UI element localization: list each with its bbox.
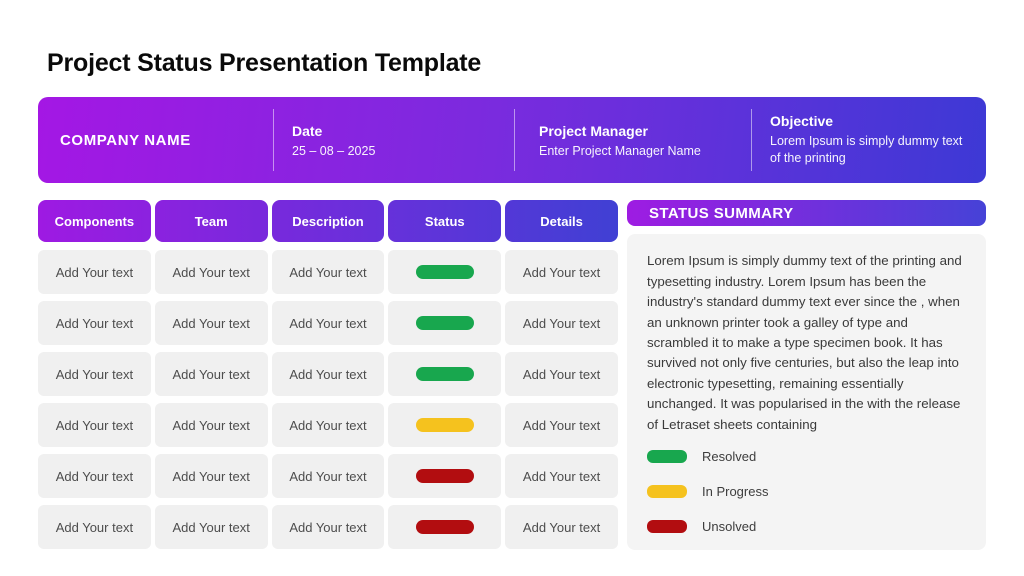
status-summary-text: Lorem Ipsum is simply dummy text of the …	[647, 253, 962, 432]
cell-team-placeholder[interactable]: Add Your text	[154, 403, 268, 447]
main-area: Components Team Description Status Detai…	[38, 200, 986, 550]
cell-team-placeholder[interactable]: Add Your text	[154, 301, 268, 345]
cell-components-placeholder[interactable]: Add Your text	[38, 505, 151, 549]
cell-details-placeholder[interactable]: Add Your text	[505, 505, 618, 549]
objective-section: Objective Lorem Ipsum is simply dummy te…	[752, 97, 986, 183]
divider	[514, 109, 515, 171]
table-row: Add Your text Add Your text Add Your tex…	[38, 301, 618, 345]
cell-team-placeholder[interactable]: Add Your text	[154, 454, 268, 498]
cell-status	[388, 352, 502, 396]
cell-status	[388, 454, 502, 498]
status-pill	[415, 418, 474, 432]
table-row: Add Your text Add Your text Add Your tex…	[38, 250, 618, 294]
table-row: Add Your text Add Your text Add Your tex…	[38, 403, 618, 447]
cell-team-placeholder[interactable]: Add Your text	[154, 352, 268, 396]
date-value[interactable]: 25 – 08 – 2025	[292, 143, 376, 158]
page-title: Project Status Presentation Template	[47, 49, 482, 77]
column-header-status: Status	[388, 200, 502, 242]
cell-details-placeholder[interactable]: Add Your text	[505, 301, 618, 345]
legend-label: In Progress	[702, 484, 769, 499]
cell-components-placeholder[interactable]: Add Your text	[38, 352, 151, 396]
cell-description-placeholder[interactable]: Add Your text	[271, 403, 385, 447]
status-summary-header: STATUS SUMMARY	[627, 200, 986, 227]
cell-details-placeholder[interactable]: Add Your text	[505, 454, 618, 498]
cell-components-placeholder[interactable]: Add Your text	[38, 403, 151, 447]
table-row: Add Your text Add Your text Add Your tex…	[38, 454, 618, 498]
status-pill	[415, 469, 474, 483]
objective-placeholder[interactable]: Lorem Ipsum is simply dummy text of the …	[770, 134, 963, 165]
legend-label: Resolved	[702, 449, 757, 464]
column-header-team: Team	[154, 200, 268, 242]
status-summary-title: STATUS SUMMARY	[649, 204, 794, 222]
cell-status	[388, 403, 502, 447]
table-body: Add Your text Add Your text Add Your tex…	[38, 250, 618, 549]
legend-swatch-unsolved	[647, 520, 687, 533]
date-section: Date 25 – 08 – 2025	[274, 97, 514, 183]
cell-components-placeholder[interactable]: Add Your text	[38, 301, 151, 345]
cell-description-placeholder[interactable]: Add Your text	[271, 301, 385, 345]
cell-description-placeholder[interactable]: Add Your text	[271, 250, 385, 294]
status-table: Components Team Description Status Detai…	[38, 200, 618, 550]
status-summary-panel: STATUS SUMMARY Lorem Ipsum is simply dum…	[627, 200, 986, 550]
status-legend: Resolved In Progress Unsolved	[647, 449, 966, 534]
divider	[273, 109, 274, 171]
legend-label: Unsolved	[702, 519, 757, 534]
company-name-placeholder[interactable]: COMPANY NAME	[60, 131, 191, 149]
info-bar: COMPANY NAME Date 25 – 08 – 2025 Project…	[38, 97, 986, 183]
legend-item: Resolved	[647, 449, 966, 464]
status-pill	[415, 265, 474, 279]
cell-components-placeholder[interactable]: Add Your text	[38, 454, 151, 498]
cell-team-placeholder[interactable]: Add Your text	[154, 250, 268, 294]
date-label: Date	[292, 122, 323, 139]
status-pill	[415, 520, 474, 534]
project-manager-label: Project Manager	[539, 122, 648, 139]
column-header-description: Description	[271, 200, 385, 242]
objective-label: Objective	[770, 113, 834, 130]
table-row: Add Your text Add Your text Add Your tex…	[38, 352, 618, 396]
legend-swatch-in_progress	[647, 485, 687, 498]
cell-description-placeholder[interactable]: Add Your text	[271, 352, 385, 396]
column-header-details: Details	[505, 200, 618, 242]
cell-status	[388, 301, 502, 345]
table-row: Add Your text Add Your text Add Your tex…	[38, 505, 618, 549]
divider	[751, 109, 752, 171]
legend-item: Unsolved	[647, 519, 966, 534]
cell-details-placeholder[interactable]: Add Your text	[505, 250, 618, 294]
cell-components-placeholder[interactable]: Add Your text	[38, 250, 151, 294]
column-header-components: Components	[38, 200, 151, 242]
cell-details-placeholder[interactable]: Add Your text	[505, 403, 618, 447]
project-manager-section: Project Manager Enter Project Manager Na…	[515, 97, 751, 183]
table-header-row: Components Team Description Status Detai…	[38, 200, 618, 242]
legend-swatch-resolved	[647, 450, 687, 463]
project-manager-placeholder[interactable]: Enter Project Manager Name	[539, 143, 701, 158]
cell-status	[388, 250, 502, 294]
cell-team-placeholder[interactable]: Add Your text	[154, 505, 268, 549]
status-pill	[415, 367, 474, 381]
cell-description-placeholder[interactable]: Add Your text	[271, 454, 385, 498]
company-name-section: COMPANY NAME	[38, 97, 273, 183]
legend-item: In Progress	[647, 484, 966, 499]
cell-description-placeholder[interactable]: Add Your text	[271, 505, 385, 549]
cell-details-placeholder[interactable]: Add Your text	[505, 352, 618, 396]
cell-status	[388, 505, 502, 549]
status-summary-body: Lorem Ipsum is simply dummy text of the …	[627, 234, 986, 550]
status-pill	[415, 316, 474, 330]
